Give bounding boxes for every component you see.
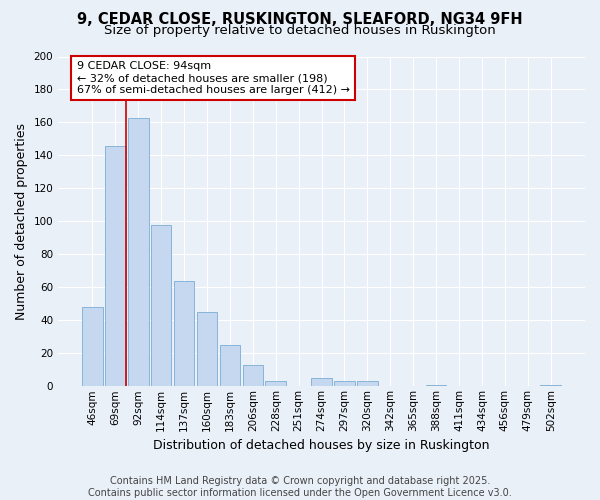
Bar — [174, 280, 194, 386]
Text: 9, CEDAR CLOSE, RUSKINGTON, SLEAFORD, NG34 9FH: 9, CEDAR CLOSE, RUSKINGTON, SLEAFORD, NG… — [77, 12, 523, 28]
Bar — [242, 365, 263, 386]
Text: 9 CEDAR CLOSE: 94sqm
← 32% of detached houses are smaller (198)
67% of semi-deta: 9 CEDAR CLOSE: 94sqm ← 32% of detached h… — [77, 62, 350, 94]
Bar — [334, 382, 355, 386]
Bar — [82, 307, 103, 386]
Y-axis label: Number of detached properties: Number of detached properties — [15, 123, 28, 320]
Text: Contains HM Land Registry data © Crown copyright and database right 2025.
Contai: Contains HM Land Registry data © Crown c… — [88, 476, 512, 498]
Bar — [265, 382, 286, 386]
Bar — [541, 384, 561, 386]
Bar — [128, 118, 149, 386]
Bar — [197, 312, 217, 386]
Bar — [151, 224, 172, 386]
Text: Size of property relative to detached houses in Ruskington: Size of property relative to detached ho… — [104, 24, 496, 37]
Bar — [426, 384, 446, 386]
Bar — [105, 146, 125, 386]
Bar — [357, 382, 378, 386]
Bar — [220, 345, 240, 387]
Bar — [311, 378, 332, 386]
X-axis label: Distribution of detached houses by size in Ruskington: Distribution of detached houses by size … — [154, 440, 490, 452]
